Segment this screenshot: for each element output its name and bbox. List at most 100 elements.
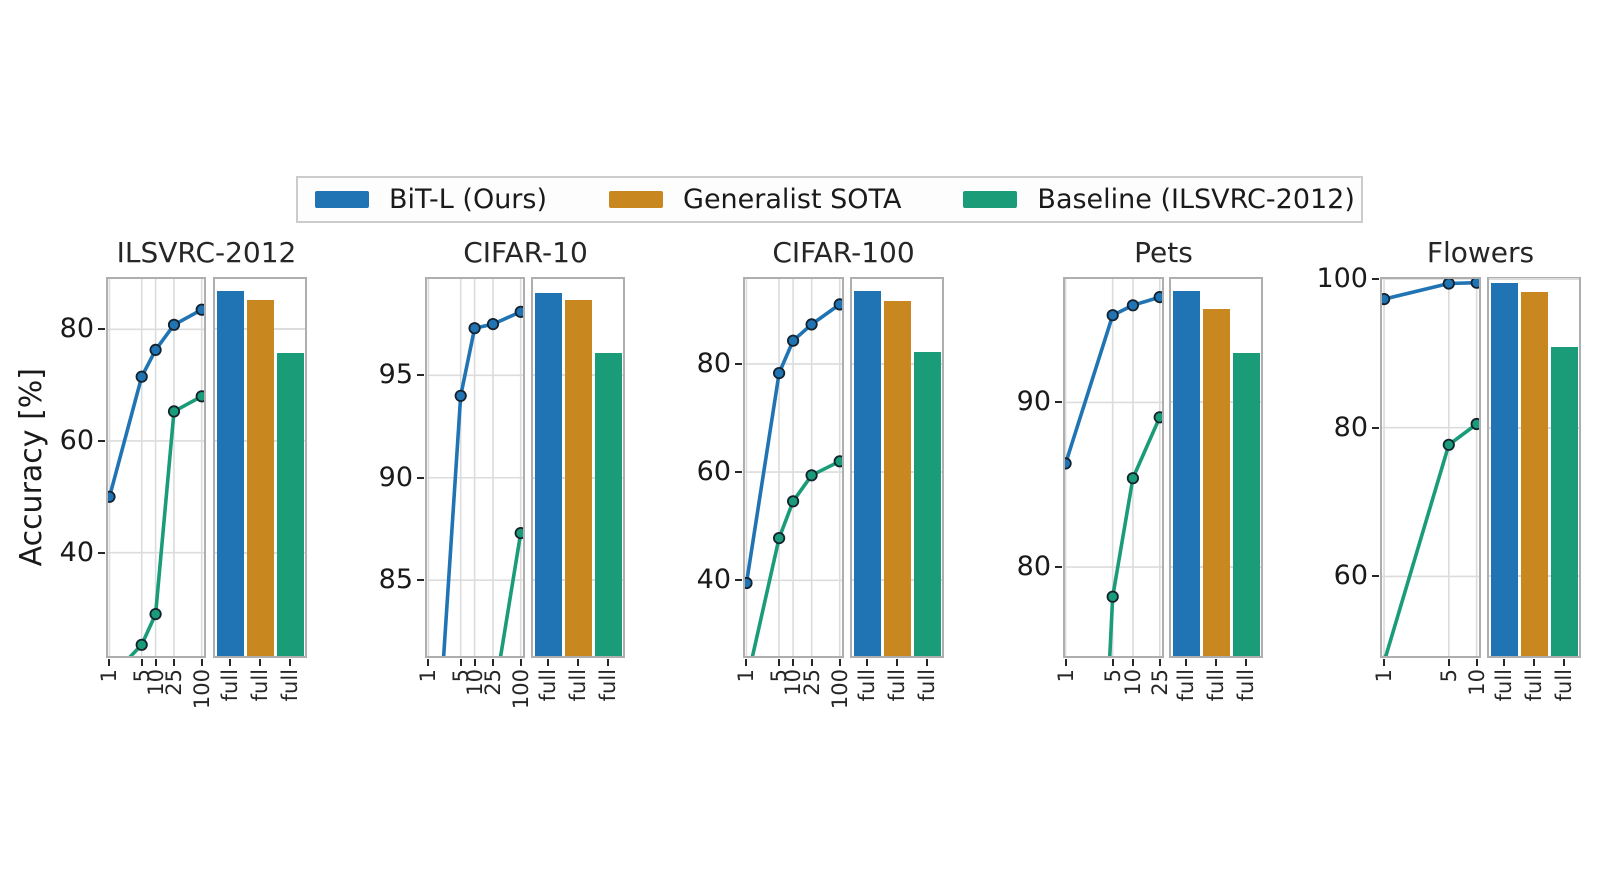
legend-label-generalist-sota: Generalist SOTA [683,184,902,215]
bar-panel-cifar-100 [850,277,944,658]
x-tick-label-full: full [1492,669,1516,702]
bar [853,291,881,656]
x-tick-label-full: full [248,669,272,702]
y-tick-mark [417,476,424,479]
y-tick-label: 80 [696,347,731,379]
data-point [833,455,842,468]
x-tick-mark [1533,659,1535,666]
x-tick-mark [108,659,111,666]
legend-swatch-baseline [963,191,1018,208]
x-tick-label-full: full [536,669,560,702]
data-point [1470,417,1479,431]
x-tick-label: 100 [508,669,533,710]
data-point [486,317,500,331]
legend-swatch-bitl [315,191,369,208]
x-tick-label: 25 [799,669,824,696]
x-tick-label: 1 [1372,669,1397,683]
x-tick-mark [427,659,430,666]
data-point [786,495,800,508]
x-tick-mark [1158,659,1161,666]
x-tick-mark [1185,659,1187,666]
data-point [1126,299,1140,312]
line-series [1382,280,1479,301]
line-panel-flowers [1380,277,1481,658]
bar [594,352,622,656]
line-series [1065,295,1162,466]
data-point [1065,457,1072,470]
data-point [1442,279,1455,290]
y-tick-mark [1055,401,1062,404]
bar [276,352,304,656]
x-tick-mark [1131,659,1134,666]
data-point [805,318,818,331]
bar [1490,282,1518,656]
x-tick-label-full: full [885,669,909,702]
x-tick-label: 5 [1436,669,1461,683]
x-tick-mark [491,659,494,666]
legend-item-generalist-sota: Generalist SOTA [609,184,901,215]
bar [216,291,244,656]
data-point [167,318,181,331]
x-tick-label-full: full [218,669,242,702]
data-point [454,389,467,402]
data-point [149,607,162,621]
x-tick-mark [519,659,522,666]
data-point [833,298,842,311]
x-tick-mark [1064,659,1067,666]
y-tick-label: 80 [1333,411,1368,443]
x-tick-label: 100 [189,669,214,710]
line-chart [745,279,842,656]
line-panel-pets [1063,277,1164,658]
bar [1232,353,1260,656]
x-tick-mark [547,659,549,666]
y-tick-mark [735,362,742,365]
x-tick-mark [200,659,203,666]
y-tick-mark [417,374,424,377]
legend: BiT-L (Ours) Generalist SOTA Baseline (I… [296,176,1363,223]
line-panel-cifar-100 [743,277,844,658]
y-tick-mark [735,579,742,582]
data-point [1153,291,1162,304]
y-tick-label: 40 [696,564,731,596]
x-tick-mark [140,659,143,666]
y-tick-mark [98,439,105,442]
x-tick-label-full: full [566,669,590,702]
line-series [498,531,523,656]
x-tick-label-full: full [596,669,620,702]
x-tick-label: 10 [1120,669,1145,696]
data-point [1106,309,1119,322]
x-tick-mark [838,659,841,666]
y-tick-mark [1372,426,1379,429]
legend-label-bitl: BiT-L (Ours) [389,184,548,215]
x-tick-mark [1111,659,1114,666]
y-gridline [1489,278,1579,280]
y-tick-label: 60 [1333,560,1368,592]
x-tick-mark [1383,659,1386,666]
x-tick-mark [473,659,476,666]
y-tick-label: 40 [59,536,94,568]
data-point [514,305,523,318]
x-tick-mark [896,659,898,666]
line-chart [1382,279,1479,656]
line-chart [427,279,523,656]
data-point [1442,438,1455,451]
line-panel-cifar-10 [425,277,525,658]
data-point [468,322,481,335]
data-point [135,638,148,651]
y-tick-label: 90 [378,461,413,493]
legend-item-bitl: BiT-L (Ours) [315,184,547,215]
x-tick-mark [154,659,157,666]
bar-panel-flowers [1487,277,1581,658]
subplot-title-cifar-10: CIFAR-10 [463,236,588,269]
x-tick-label: 25 [1147,669,1172,696]
x-tick-mark [792,659,795,666]
bar [534,293,562,656]
y-tick-label: 60 [59,424,94,456]
bar [1172,290,1200,656]
y-tick-mark [735,471,742,474]
x-tick-label: 25 [161,669,186,696]
bar [913,352,941,656]
bar [1520,291,1548,656]
x-tick-mark [1563,659,1565,666]
x-tick-label-full: full [278,669,302,702]
